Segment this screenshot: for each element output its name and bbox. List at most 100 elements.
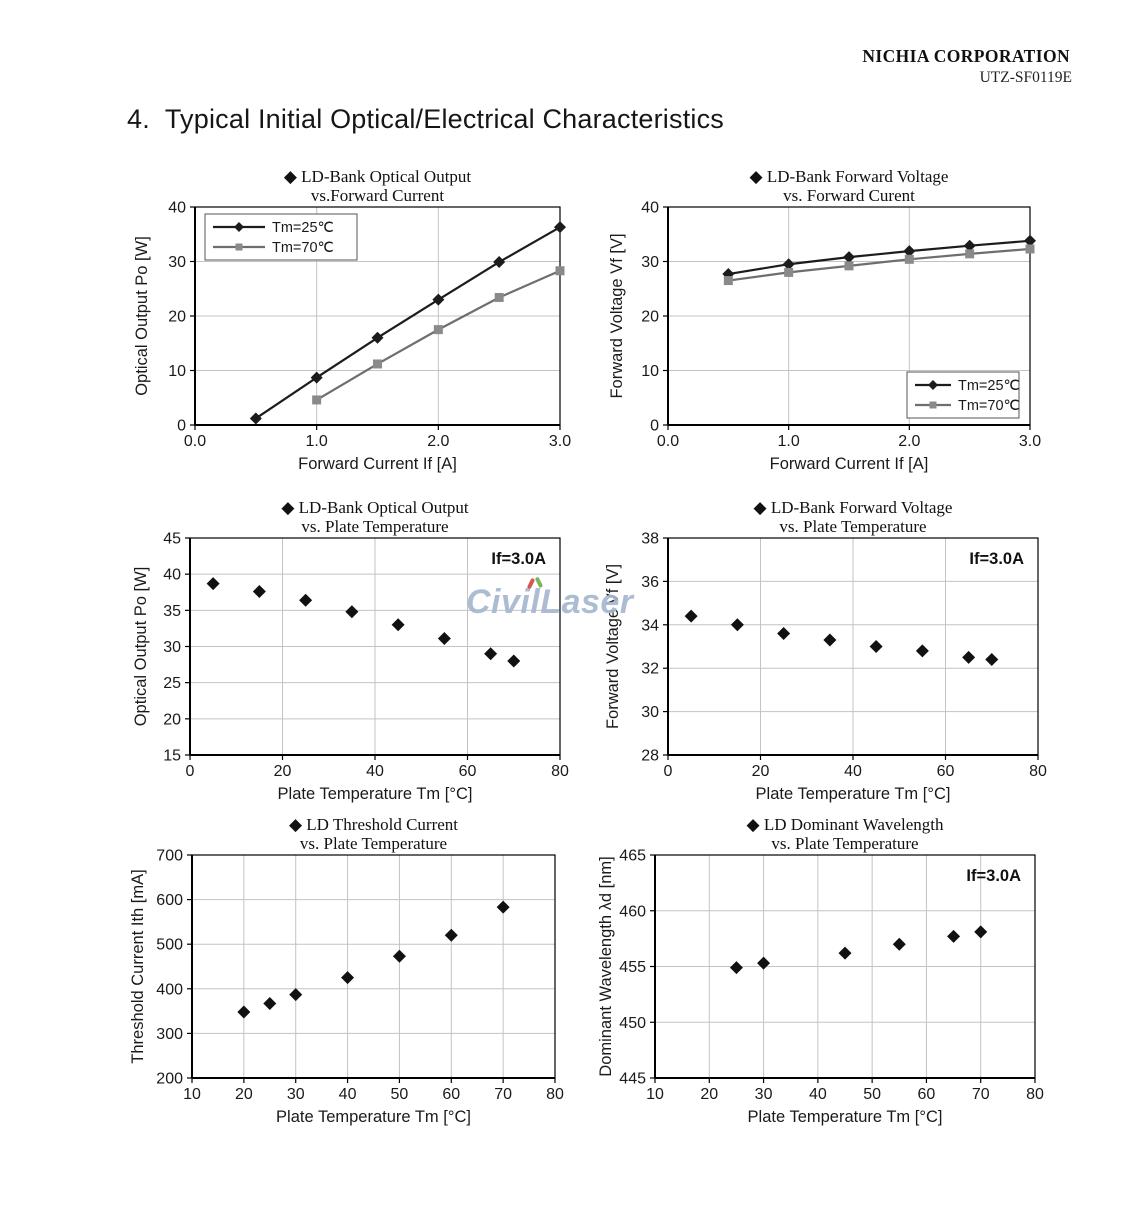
x-tick-label: 0 [664,763,673,780]
x-tick-label: 80 [551,763,569,780]
y-tick-label: 20 [168,309,186,326]
x-tick-label: 60 [937,763,955,780]
data-point-marker [903,245,916,258]
y-axis-title: Optical Output Po [W] [132,567,150,727]
chart-title-line1: ◆ LD-Bank Optical Output [284,167,472,186]
chart-title-line2: vs. Forward Curent [783,186,915,205]
chart-title-line1: ◆ LD Threshold Current [289,815,458,834]
data-point-marker [235,243,243,251]
y-tick-label: 0 [177,418,186,435]
data-point-marker [263,997,277,1011]
x-axis-title: Forward Current If [A] [298,455,457,473]
data-point-marker [206,577,220,591]
data-point-marker [869,640,883,653]
y-tick-label: 40 [641,200,659,217]
condition-annotation: If=3.0A [491,550,546,568]
x-tick-label: 40 [809,1086,827,1103]
x-tick-label: 60 [442,1086,460,1103]
chart-title-line2: vs. Plate Temperature [300,834,447,853]
y-tick-label: 20 [163,711,181,728]
data-point-marker [838,946,852,960]
y-tick-label: 28 [641,748,659,765]
data-point-marker [723,276,733,286]
data-point-marker [915,644,929,658]
data-point-marker [904,254,914,264]
chart-title-line1: ◆ LD Dominant Wavelength [747,815,944,834]
y-tick-label: 40 [168,200,186,217]
data-point-marker [237,1005,251,1019]
watermark: CivilLaser [466,576,634,622]
data-point-marker [985,653,999,667]
x-axis-title: Forward Current If [A] [770,455,929,473]
data-point-marker [391,618,405,632]
x-tick-label: 2.0 [898,433,920,450]
data-point-marker [496,900,510,914]
chart-title-line2: vs.Forward Current [311,186,444,205]
data-point-marker [493,256,506,269]
y-tick-label: 34 [641,617,659,634]
chart-optical-output-vs-forward-current: 0.0 1.0 2.0 3.0 0 10 20 30 40 Forward Current If … [133,167,571,473]
y-tick-label: 30 [641,704,659,721]
data-point-marker [730,618,744,632]
data-point-marker [432,293,445,306]
y-tick-label: 400 [156,981,183,998]
y-tick-label: 30 [641,254,659,271]
legend-box [906,371,1020,419]
chart-title-line2: vs. Plate Temperature [301,517,448,536]
data-point-marker [823,633,837,647]
x-tick-label: 20 [752,763,770,780]
data-point-marker [289,988,303,1002]
chart-threshold-current-vs-plate-temperature: 10 20 30 40 50 60 70 80 200 300 400 500 600 700 Plate … [129,815,564,1126]
plot-border [191,854,556,1079]
data-point-marker [555,266,565,276]
section-title: 4. Typical Initial Optical/Electrical Ch… [127,104,725,134]
x-tick-label: 60 [459,763,477,780]
series-line [728,247,1031,282]
x-tick-label: 50 [863,1086,881,1103]
data-point-marker [782,258,795,271]
chart-forward-voltage-vs-plate-temperature: 0 20 40 60 80 28 30 32 34 36 38 Plate Temperature T… [604,498,1047,803]
data-point-marker [777,626,791,640]
y-axis-title: Forward Voltage Vf [V] [604,564,622,729]
series-line [255,226,561,420]
legend-label: Tm=25℃ [958,378,1020,394]
y-tick-label: 450 [619,1015,646,1032]
chart-title-line1: ◆ LD-Bank Optical Output [281,498,469,517]
data-point-marker [892,937,906,951]
data-point-marker [494,292,504,302]
company-name: NICHIA CORPORATION [862,46,1070,66]
data-point-marker [234,222,244,232]
data-point-marker [433,325,443,335]
y-tick-label: 10 [641,363,659,380]
data-point-marker [341,971,355,985]
x-tick-label: 30 [755,1086,773,1103]
y-tick-label: 36 [641,574,659,591]
y-tick-label: 445 [619,1071,646,1088]
x-axis-title: Plate Temperature Tm [°C] [756,785,951,803]
x-tick-label: 40 [339,1086,357,1103]
data-point-marker [373,359,382,369]
x-tick-label: 40 [844,763,862,780]
x-tick-label: 70 [494,1086,512,1103]
x-tick-label: 80 [546,1086,564,1103]
data-point-marker [962,650,976,664]
data-point-marker [844,261,854,271]
data-point-marker [729,961,743,975]
data-point-marker [437,632,451,646]
y-tick-label: 200 [156,1071,183,1088]
data-point-marker [974,925,988,939]
document-number: UTZ-SF0119E [979,69,1072,86]
data-point-marker [1025,244,1035,254]
data-point-marker [843,251,855,264]
y-axis-title: Dominant Wavelength λd [nm] [597,856,615,1076]
y-axis-title: Threshold Current Ith [mA] [129,869,147,1063]
data-point-marker [684,609,698,623]
data-point-marker [757,956,771,970]
x-tick-label: 0.0 [184,433,206,450]
data-point-marker [371,331,384,344]
data-point-marker [963,239,976,252]
chart-title-line2: vs. Plate Temperature [779,517,926,536]
data-point-marker [1024,234,1036,247]
x-axis-title: Plate Temperature Tm [°C] [276,1108,471,1126]
